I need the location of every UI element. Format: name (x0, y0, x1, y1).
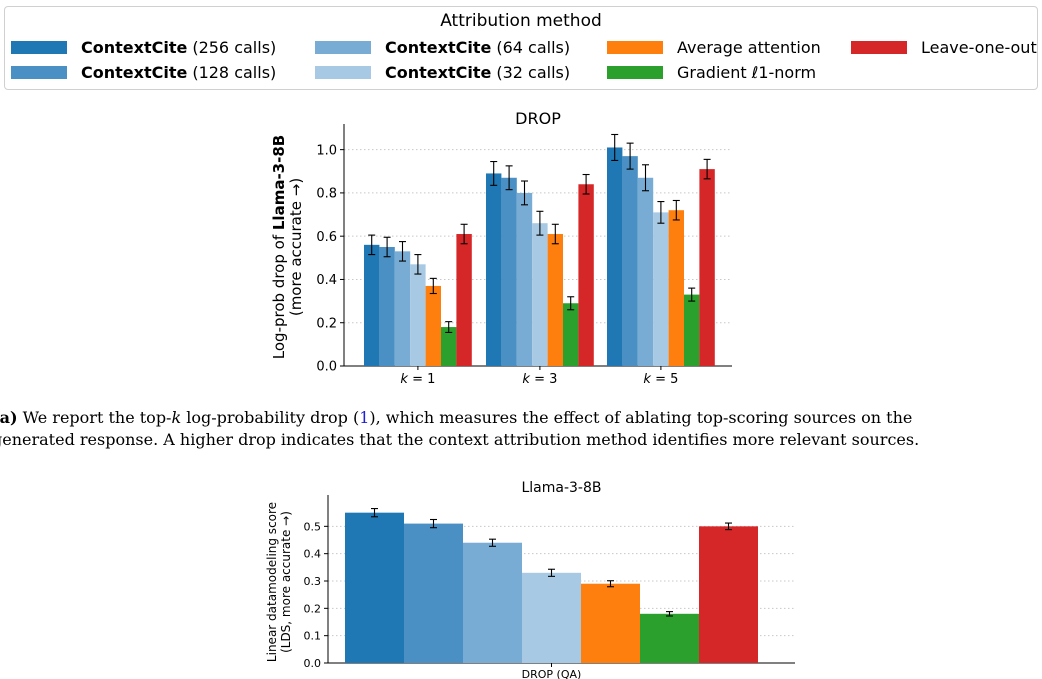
bar (345, 512, 404, 663)
x-tick-label-value: = 1 (408, 372, 435, 387)
legend-swatch (11, 65, 67, 79)
legend-label: Leave-one-out (921, 37, 1037, 57)
legend-swatch (851, 40, 907, 54)
legend-title: Attribution method (440, 11, 602, 31)
y-tick-label: 0.4 (316, 273, 337, 288)
legend-item: Gradient ℓ1-norm (607, 62, 816, 82)
bar (607, 147, 623, 366)
x-tick-label-value: = 3 (530, 372, 557, 387)
y-axis-label: Log-prob drop of Llama-3-8B (270, 135, 288, 359)
bar (501, 177, 517, 366)
bar (486, 173, 502, 366)
legend-item: ContextCite (64 calls) (315, 37, 570, 57)
bar (637, 177, 654, 366)
y-tick-label: 0.0 (304, 657, 322, 670)
bar (404, 523, 463, 663)
legend-item: Average attention (607, 37, 821, 57)
caption-k: k (171, 408, 182, 427)
x-tick-label: k = 1 (400, 372, 435, 387)
legend-label: (256 calls) (192, 37, 277, 57)
bar (379, 247, 395, 366)
y-tick-label: 0.2 (316, 316, 337, 331)
caption-line-1: (a) We report the top-k log-probability … (0, 407, 1042, 429)
legend-swatch (607, 65, 663, 79)
legend-item: ContextCite (32 calls) (315, 62, 570, 82)
legend-label-bold: ContextCite (81, 62, 188, 82)
bar (668, 210, 684, 366)
bar (532, 223, 548, 366)
legend-label-bold: ContextCite (385, 37, 492, 57)
chart-title: Llama-3-8B (521, 480, 601, 496)
bar (522, 572, 581, 663)
bar (425, 285, 441, 366)
legend-label: Average attention (677, 37, 821, 57)
x-tick-label-value: = 5 (651, 372, 678, 387)
legend-label: (32 calls) (496, 62, 571, 82)
legend-swatch (607, 40, 663, 54)
bar (699, 169, 715, 366)
y-tick-label: 0.5 (304, 520, 322, 533)
y-axis-label-text: Log-prob drop of (270, 230, 288, 359)
figure-caption: (a) We report the top-k log-probability … (0, 407, 1042, 451)
y-axis-label-line2: (LDS, more accurate →) (279, 511, 293, 653)
bar (441, 327, 457, 366)
bar (699, 526, 758, 663)
x-tick-label-k: k (643, 372, 651, 387)
bar (578, 184, 594, 366)
y-tick-label: 0.2 (304, 602, 322, 615)
legend-item: ContextCite (256 calls) (11, 37, 276, 57)
bar (622, 156, 638, 366)
legend-item: Leave-one-out (851, 37, 1037, 57)
bar (410, 264, 426, 366)
caption-line-2: generated response. A higher drop indica… (0, 430, 920, 449)
y-tick-label: 0.4 (304, 548, 322, 561)
bar (563, 303, 579, 366)
y-tick-label: 0.6 (316, 230, 337, 245)
legend-swatch (315, 40, 371, 54)
legend-label: (64 calls) (496, 37, 571, 57)
bar (463, 542, 522, 663)
y-axis-label: Linear datamodeling score (265, 502, 279, 662)
y-axis-label-line2: (more accurate →) (287, 178, 305, 316)
y-tick-label: 0.3 (304, 575, 322, 588)
y-axis-label-model: Llama-3-8B (270, 135, 288, 230)
legend: Attribution method ContextCite (256 calls… (4, 6, 1038, 90)
legend-swatch (11, 40, 67, 54)
caption-text-1c: ), which measures the effect of ablating… (369, 408, 913, 427)
x-tick-label-k: k (400, 372, 408, 387)
legend-label-bold: ContextCite (385, 62, 492, 82)
y-tick-label: 0.0 (316, 360, 337, 375)
caption-text-1a: We report the top- (22, 408, 172, 427)
legend-swatch (315, 65, 371, 79)
x-tick-label: DROP (QA) (522, 668, 582, 679)
legend-label: (128 calls) (192, 62, 277, 82)
caption-label: (a) (0, 408, 18, 427)
y-tick-label: 0.8 (316, 187, 337, 202)
bar (516, 192, 533, 366)
bar (653, 212, 669, 366)
x-tick-label: k = 3 (522, 372, 557, 387)
caption-text-1b: log-probability drop ( (181, 408, 360, 427)
bar (364, 244, 380, 366)
legend-label-bold: ContextCite (81, 37, 188, 57)
x-tick-label: k = 5 (643, 372, 678, 387)
y-tick-label: 0.1 (304, 630, 322, 643)
bar (394, 251, 411, 366)
bar (581, 583, 640, 663)
bar (684, 294, 700, 366)
bar (640, 613, 699, 663)
x-tick-label-k: k (522, 372, 530, 387)
chart-title: DROP (515, 109, 561, 128)
legend-item: ContextCite (128 calls) (11, 62, 276, 82)
caption-equation-ref[interactable]: 1 (359, 408, 370, 427)
legend-label: Gradient ℓ1-norm (677, 62, 817, 82)
bar (456, 234, 472, 366)
y-tick-label: 1.0 (316, 143, 337, 158)
bar (547, 234, 563, 366)
